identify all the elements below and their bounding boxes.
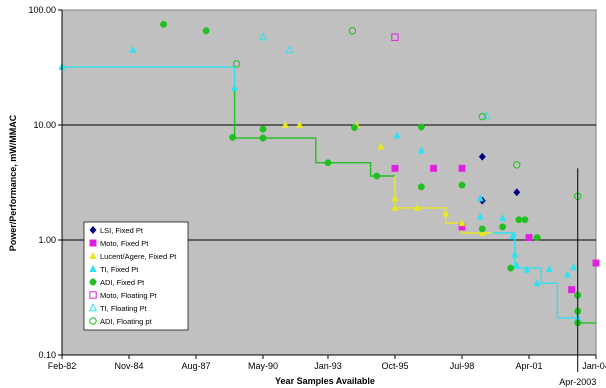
legend-marker <box>89 291 97 299</box>
series-7 <box>232 27 582 200</box>
data-point <box>413 203 421 211</box>
data-point <box>160 20 167 28</box>
data-point <box>350 124 358 132</box>
data-point <box>458 218 466 227</box>
data-point <box>498 213 507 222</box>
data-point <box>129 45 137 53</box>
data-point <box>533 234 541 242</box>
x-tick-label: Jan-04 <box>582 361 606 371</box>
legend-marker <box>89 225 97 235</box>
data-point <box>259 125 267 133</box>
data-point <box>417 183 425 191</box>
series-2 <box>281 120 486 236</box>
data-point <box>285 45 294 54</box>
data-point <box>545 264 553 272</box>
legend-label: Moto, Floating Pt <box>100 291 158 300</box>
data-point <box>568 286 576 294</box>
data-point <box>417 146 425 154</box>
data-point <box>476 212 484 220</box>
data-point <box>478 228 486 236</box>
legend-marker <box>89 278 97 286</box>
x-tick-label: Oct-95 <box>381 361 408 371</box>
data-point <box>391 164 399 172</box>
legend-marker <box>89 251 97 259</box>
x-tick-label: Nov-84 <box>114 361 143 371</box>
series-5 <box>391 33 399 41</box>
x-axis-title: Year Samples Available <box>275 376 375 386</box>
series-6 <box>259 32 491 120</box>
series-1 <box>391 164 600 294</box>
data-point <box>592 259 600 267</box>
x-tick-label: Jan-93 <box>314 361 342 371</box>
y-tick-label: 0.10 <box>38 350 56 360</box>
data-point <box>563 270 572 278</box>
legend-label: TI, Fixed Pt <box>100 265 139 274</box>
data-point <box>442 209 450 217</box>
y-axis-title: Power/Performance, mW/MMAC <box>8 114 18 251</box>
legend-marker <box>89 317 97 325</box>
x-tick-label: May-90 <box>248 361 278 371</box>
data-point <box>230 83 239 91</box>
data-point <box>478 225 486 233</box>
data-point <box>232 60 241 68</box>
data-point <box>229 133 237 141</box>
data-point <box>478 152 486 161</box>
data-point <box>478 113 486 121</box>
y-tick-label: 10.00 <box>33 120 56 130</box>
x-tick-label: Aug-87 <box>181 361 210 371</box>
x-tick-label: Apr-01 <box>515 361 542 371</box>
data-point <box>513 161 521 169</box>
legend-label: Lucent/Agere, Fixed Pt <box>100 252 177 261</box>
legend: LSI, Fixed Pt Moto, Fixed Pt Lucent/Agere,… <box>83 221 189 331</box>
data-point <box>295 120 304 128</box>
data-point <box>417 123 425 131</box>
legend-marker <box>88 303 98 312</box>
legend-label: LSI, Fixed Pt <box>100 226 144 235</box>
legend-label: ADI, Fixed Pt <box>100 278 145 287</box>
y-tick-label: 1.00 <box>38 235 56 245</box>
annotation-label: Apr-2003 <box>559 377 596 387</box>
data-point <box>533 279 541 287</box>
data-point <box>499 223 507 231</box>
data-point <box>377 142 385 150</box>
data-point <box>509 232 517 240</box>
x-tick-label: Feb-82 <box>48 361 77 371</box>
legend-label: ADI, Floating pt <box>100 317 153 326</box>
legend-label: Moto, Fixed Pt <box>100 239 149 248</box>
data-point <box>523 265 531 273</box>
x-tick-label: Jul-98 <box>450 361 475 371</box>
data-point <box>281 120 289 128</box>
data-point <box>202 27 210 35</box>
data-point <box>393 131 401 139</box>
data-point <box>324 159 332 167</box>
data-point <box>458 164 466 172</box>
data-point <box>513 188 521 197</box>
data-point <box>458 181 466 189</box>
legend-marker <box>89 264 97 272</box>
data-point <box>515 216 523 224</box>
data-point <box>348 27 357 35</box>
data-point <box>391 33 399 41</box>
legend-box <box>83 221 189 331</box>
data-point <box>511 250 519 258</box>
y-tick-label: 100.00 <box>28 5 56 15</box>
data-point <box>525 234 533 242</box>
data-point <box>521 216 529 224</box>
data-point <box>259 134 267 142</box>
data-point <box>391 194 399 202</box>
data-point <box>507 264 515 272</box>
annotation-layer: Apr-2003 <box>559 168 596 387</box>
data-point <box>391 203 399 211</box>
data-point <box>513 261 521 269</box>
data-point <box>570 262 578 271</box>
data-point <box>476 194 484 202</box>
data-point <box>259 32 268 41</box>
data-point <box>482 111 491 120</box>
data-point <box>430 164 438 172</box>
legend-label: TI, Floating Pt <box>100 304 148 313</box>
data-point <box>373 172 381 180</box>
legend-marker <box>89 239 97 247</box>
